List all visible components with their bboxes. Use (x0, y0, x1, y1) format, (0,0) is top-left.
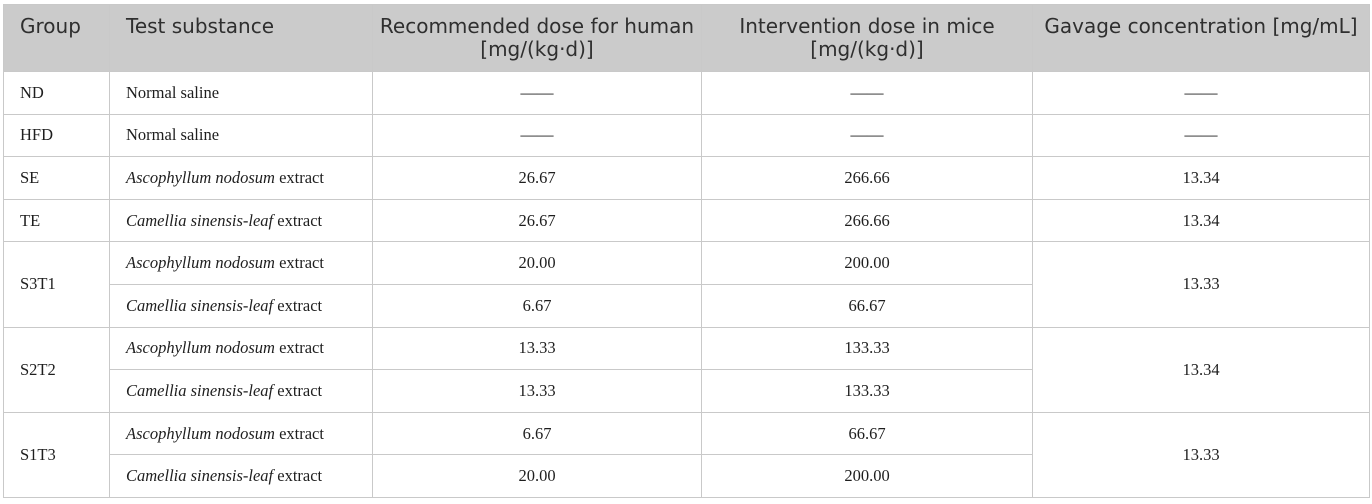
group-cell: ND (3, 71, 110, 115)
table-row: Camellia sinensis-leaf extract 6.67 66.6… (4, 283, 1370, 328)
human-dose-cell: 26.67 (372, 156, 702, 200)
header-group: Group (3, 4, 110, 72)
header-mice-dose: Intervention dose in mice [mg/(kg·d)] (701, 4, 1033, 72)
group-cell: S3T1 (3, 241, 110, 328)
table-row: TE Camellia sinensis-leaf extract 26.67 … (3, 198, 1370, 243)
substance-cell: Normal saline (109, 71, 373, 115)
mice-dose-cell: 200.00 (701, 454, 1033, 498)
gavage-cell: 13.34 (1032, 156, 1370, 200)
substance-cell: Camellia sinensis-leaf extract (109, 198, 373, 243)
dose-table: Group Test substance Recommended dose fo… (3, 4, 1370, 498)
group-cell: S2T2 (3, 326, 110, 413)
group-cell: S1T3 (3, 411, 110, 498)
gavage-cell: 13.33 (1032, 411, 1370, 498)
human-dose-cell: 6.67 (372, 411, 702, 456)
gavage-cell: —— (1032, 113, 1370, 158)
mice-dose-cell: 266.66 (701, 198, 1033, 243)
human-dose-cell: 26.67 (372, 198, 702, 243)
human-dose-cell: 20.00 (372, 241, 702, 285)
human-dose-cell: 13.33 (372, 369, 702, 413)
human-dose-cell: 6.67 (372, 283, 702, 328)
gavage-cell: —— (1032, 71, 1370, 115)
header-human-dose: Recommended dose for human [mg/(kg·d)] (372, 4, 702, 72)
substance-cell: Ascophyllum nodosum extract (109, 156, 373, 200)
group-cell: HFD (3, 113, 110, 158)
header-test-substance: Test substance (109, 4, 373, 72)
substance-cell: Normal saline (109, 113, 373, 158)
table-row: S1T3 Ascophyllum nodosum extract 6.67 66… (3, 411, 1370, 498)
substance-cell: Ascophyllum nodosum extract (109, 241, 373, 285)
human-dose-cell: —— (372, 71, 702, 115)
group-cell: SE (3, 156, 110, 200)
group-cell: TE (3, 198, 110, 243)
substance-cell: Camellia sinensis-leaf extract (109, 454, 373, 498)
mice-dose-cell: 266.66 (701, 156, 1033, 200)
human-dose-cell: —— (372, 113, 702, 158)
human-dose-cell: 20.00 (372, 454, 702, 498)
table-row: Camellia sinensis-leaf extract 13.33 133… (4, 369, 1370, 413)
table-row: S3T1 Ascophyllum nodosum extract 20.00 2… (3, 241, 1370, 328)
table-row: SE Ascophyllum nodosum extract 26.67 266… (3, 156, 1370, 200)
human-dose-cell: 13.33 (372, 326, 702, 371)
mice-dose-cell: 133.33 (701, 369, 1033, 413)
gavage-cell: 13.34 (1032, 326, 1370, 413)
mice-dose-cell: —— (701, 71, 1033, 115)
mice-dose-cell: 200.00 (701, 241, 1033, 285)
table-row: ND Normal saline —— —— —— (3, 71, 1370, 115)
header-gavage-concentration: Gavage concentration [mg/mL] (1032, 4, 1370, 72)
header-row: Group Test substance Recommended dose fo… (3, 4, 1370, 72)
substance-cell: Ascophyllum nodosum extract (109, 411, 373, 456)
mice-dose-cell: —— (701, 113, 1033, 158)
table-row: HFD Normal saline —— —— —— (3, 113, 1370, 158)
substance-cell: Ascophyllum nodosum extract (109, 326, 373, 371)
gavage-cell: 13.33 (1032, 241, 1370, 328)
table-row: Camellia sinensis-leaf extract 20.00 200… (4, 454, 1370, 498)
substance-cell: Camellia sinensis-leaf extract (109, 283, 373, 328)
table-row: S2T2 Ascophyllum nodosum extract 13.33 1… (3, 326, 1370, 413)
substance-cell: Camellia sinensis-leaf extract (109, 369, 373, 413)
mice-dose-cell: 66.67 (701, 411, 1033, 456)
mice-dose-cell: 66.67 (701, 283, 1033, 328)
gavage-cell: 13.34 (1032, 198, 1370, 243)
mice-dose-cell: 133.33 (701, 326, 1033, 371)
